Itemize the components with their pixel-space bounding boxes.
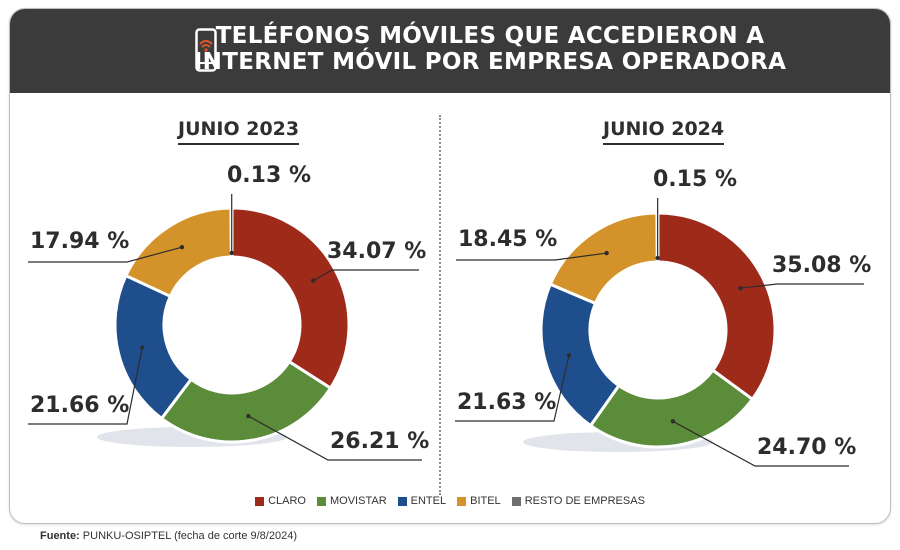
source-label: Fuente: xyxy=(40,530,80,542)
data-label-movistar-2023: 26.21 % xyxy=(330,429,429,454)
title-line-2: INTERNET MÓVIL POR EMPRESA OPERADORA xyxy=(193,49,787,75)
smartphone-wifi-icon xyxy=(195,28,217,72)
leader-dot-entel-2023 xyxy=(140,345,145,350)
source-note: Fuente: PUNKU-OSIPTEL (fecha de corte 9/… xyxy=(40,530,297,542)
data-label-claro-2023: 34.07 % xyxy=(327,239,426,264)
leader-line-bitel-2024 xyxy=(456,252,607,261)
slice-bitel-2023 xyxy=(123,206,233,299)
legend-item-resto: RESTO DE EMPRESAS xyxy=(511,495,645,507)
legend-item-movistar: MOVISTAR xyxy=(317,495,387,507)
data-label-movistar-2024: 24.70 % xyxy=(757,435,856,460)
leader-line-entel-2023 xyxy=(28,347,143,425)
legend-item-bitel: BITEL xyxy=(457,495,501,507)
center-divider xyxy=(439,115,441,495)
legend-label-bitel: BITEL xyxy=(470,495,501,507)
data-label-bitel-2024: 18.45 % xyxy=(458,227,557,252)
leader-line-claro-2024 xyxy=(740,283,864,289)
legend-label-claro: CLARO xyxy=(268,495,306,507)
legend-item-entel: ENTEL xyxy=(397,495,447,507)
leader-line-bitel-2023 xyxy=(28,246,183,263)
leader-dot-bitel-2024 xyxy=(604,250,609,256)
leader-line-entel-2024 xyxy=(455,355,570,422)
slice-movistar-2023 xyxy=(159,359,333,444)
leader-dot-resto-2023 xyxy=(229,250,234,256)
header-banner xyxy=(10,9,890,93)
legend: CLARO MOVISTAR ENTEL BITEL RESTO DE EMPR… xyxy=(0,495,900,507)
data-label-resto-2024: 0.15 % xyxy=(653,167,737,192)
leader-dot-claro-2023 xyxy=(310,278,316,283)
leader-line-movistar-2024 xyxy=(672,420,849,467)
leader-dot-bitel-2023 xyxy=(179,245,185,250)
data-label-resto-2023: 0.13 % xyxy=(227,163,311,188)
data-label-bitel-2023: 17.94 % xyxy=(30,229,129,254)
legend-label-resto: RESTO DE EMPRESAS xyxy=(524,495,645,507)
legend-label-movistar: MOVISTAR xyxy=(330,495,387,507)
leader-dot-resto-2024 xyxy=(655,255,660,261)
leader-dot-movistar-2024 xyxy=(670,419,676,424)
leader-dot-movistar-2023 xyxy=(246,413,251,419)
data-label-entel-2024: 21.63 % xyxy=(457,390,556,415)
period-title-2023: JUNIO 2023 xyxy=(178,118,300,145)
legend-swatch-resto xyxy=(511,496,521,506)
slice-claro-2023 xyxy=(230,206,351,391)
legend-swatch-entel xyxy=(397,496,407,506)
data-label-claro-2024: 35.08 % xyxy=(772,253,871,278)
source-text: PUNKU-OSIPTEL (fecha de corte 9/8/2024) xyxy=(82,530,297,542)
leader-dot-entel-2024 xyxy=(566,353,572,358)
legend-label-entel: ENTEL xyxy=(410,495,447,507)
leader-line-claro-2023 xyxy=(312,269,419,282)
slice-claro-2024 xyxy=(656,211,777,402)
legend-swatch-bitel xyxy=(457,496,467,506)
legend-item-claro: CLARO xyxy=(255,495,306,507)
leader-line-movistar-2023 xyxy=(248,415,422,461)
legend-swatch-movistar xyxy=(317,496,326,506)
period-title-2024: JUNIO 2024 xyxy=(603,118,725,145)
data-label-entel-2023: 21.66 % xyxy=(30,393,129,418)
legend-swatch-claro xyxy=(255,496,265,506)
slice-movistar-2024 xyxy=(588,368,755,449)
title-line-1: TELÉFONOS MÓVILES QUE ACCEDIERON A xyxy=(215,23,765,49)
leader-dot-claro-2024 xyxy=(738,286,743,291)
